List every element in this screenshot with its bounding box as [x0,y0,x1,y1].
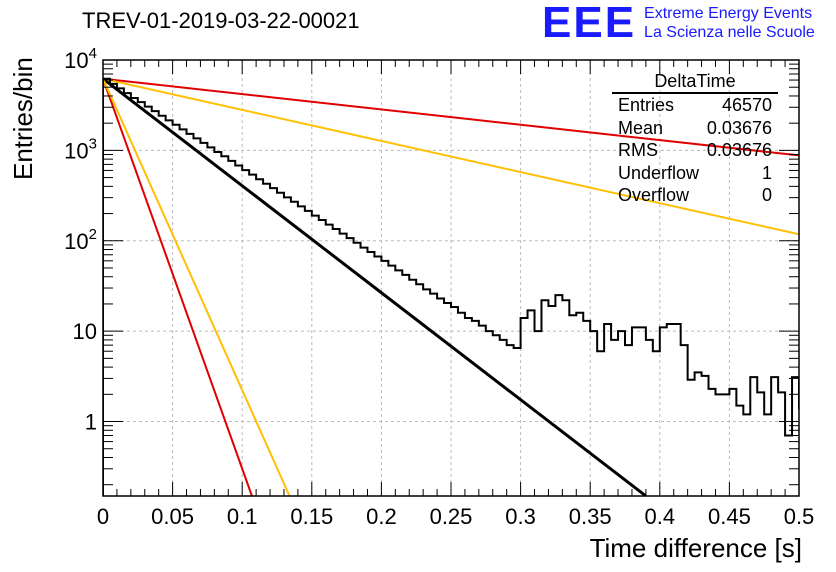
x-tick-label: 0.2 [366,504,397,529]
eee-logo: EEE Extreme Energy Events La Scienza nel… [542,0,815,47]
stats-value: 0.03676 [706,140,772,160]
x-tick-label: 0.25 [430,504,473,529]
stats-row-rms: RMS 0.03676 [612,139,778,162]
stats-row-underflow: Underflow 1 [612,162,778,185]
x-tick-label: 0.4 [645,504,676,529]
x-tick-label: 0.5 [784,504,815,529]
stats-label: Underflow [618,162,700,183]
x-tick-label: 0.15 [290,504,333,529]
x-axis-label: Time difference [s] [589,533,802,563]
logo-mark: EEE [542,0,637,47]
x-tick-label: 0.1 [227,504,258,529]
y-tick-label: 1 [85,410,97,435]
histogram [103,77,799,496]
stats-row-mean: Mean 0.03676 [612,117,778,140]
model-line [103,77,799,157]
y-tick-label: 102 [64,226,97,254]
stats-label: Overflow [618,185,690,205]
x-tick-label: 0 [97,504,109,529]
y-tick-label: 10 [73,319,97,344]
model-line [103,78,291,496]
stats-value: 46570 [721,95,772,115]
stats-row-overflow: Overflow 0 [612,184,778,207]
x-tick-label: 0.45 [708,504,751,529]
stats-value: 0.03676 [706,117,772,138]
x-tick-label: 0.35 [569,504,612,529]
stats-box: DeltaTime Entries 46570 Mean 0.03676 RMS… [612,70,778,207]
stats-label: RMS [618,140,658,160]
stats-label: Mean [618,117,664,138]
stats-value: 0 [761,185,772,205]
stats-title: DeltaTime [612,70,778,94]
x-tick-label: 0.05 [151,504,194,529]
y-tick-label: 103 [64,135,97,163]
fit-line [103,77,647,496]
stats-label: Entries [618,95,675,115]
logo-text: Extreme Energy Events La Scienza nelle S… [644,4,815,42]
chart-title: TREV-01-2019-03-22-00021 [82,8,360,33]
y-axis-label: Entries/bin [8,57,38,180]
grid [103,60,799,496]
stats-value: 1 [761,162,772,183]
logo-line-2: La Scienza nelle Scuole [644,24,815,41]
stats-row-entries: Entries 46570 [612,94,778,117]
y-tick-label: 104 [64,45,97,73]
curves [103,77,799,496]
model-line [103,77,799,236]
x-axis: 0 0.05 0.1 0.15 0.2 0.25 0.3 0.35 0.4 0.45 0.5 [97,60,814,529]
model-line [103,78,253,496]
logo-line-1: Extreme Energy Events [644,5,813,22]
x-tick-label: 0.3 [505,504,536,529]
